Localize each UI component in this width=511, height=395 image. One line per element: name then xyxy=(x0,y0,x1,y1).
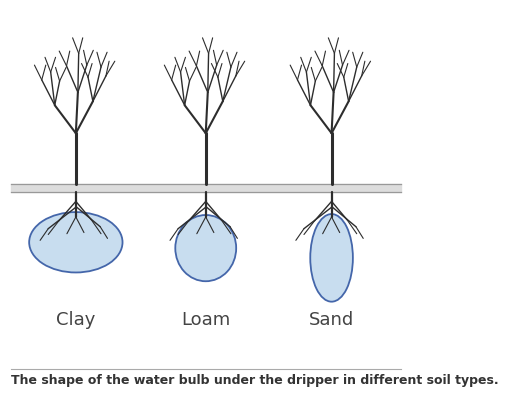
Ellipse shape xyxy=(29,212,123,273)
Text: Clay: Clay xyxy=(56,311,96,329)
Text: Loam: Loam xyxy=(181,311,230,329)
Ellipse shape xyxy=(175,215,236,281)
Text: The shape of the water bulb under the dripper in different soil types.: The shape of the water bulb under the dr… xyxy=(11,374,499,387)
Ellipse shape xyxy=(310,214,353,302)
Text: Sand: Sand xyxy=(309,311,354,329)
